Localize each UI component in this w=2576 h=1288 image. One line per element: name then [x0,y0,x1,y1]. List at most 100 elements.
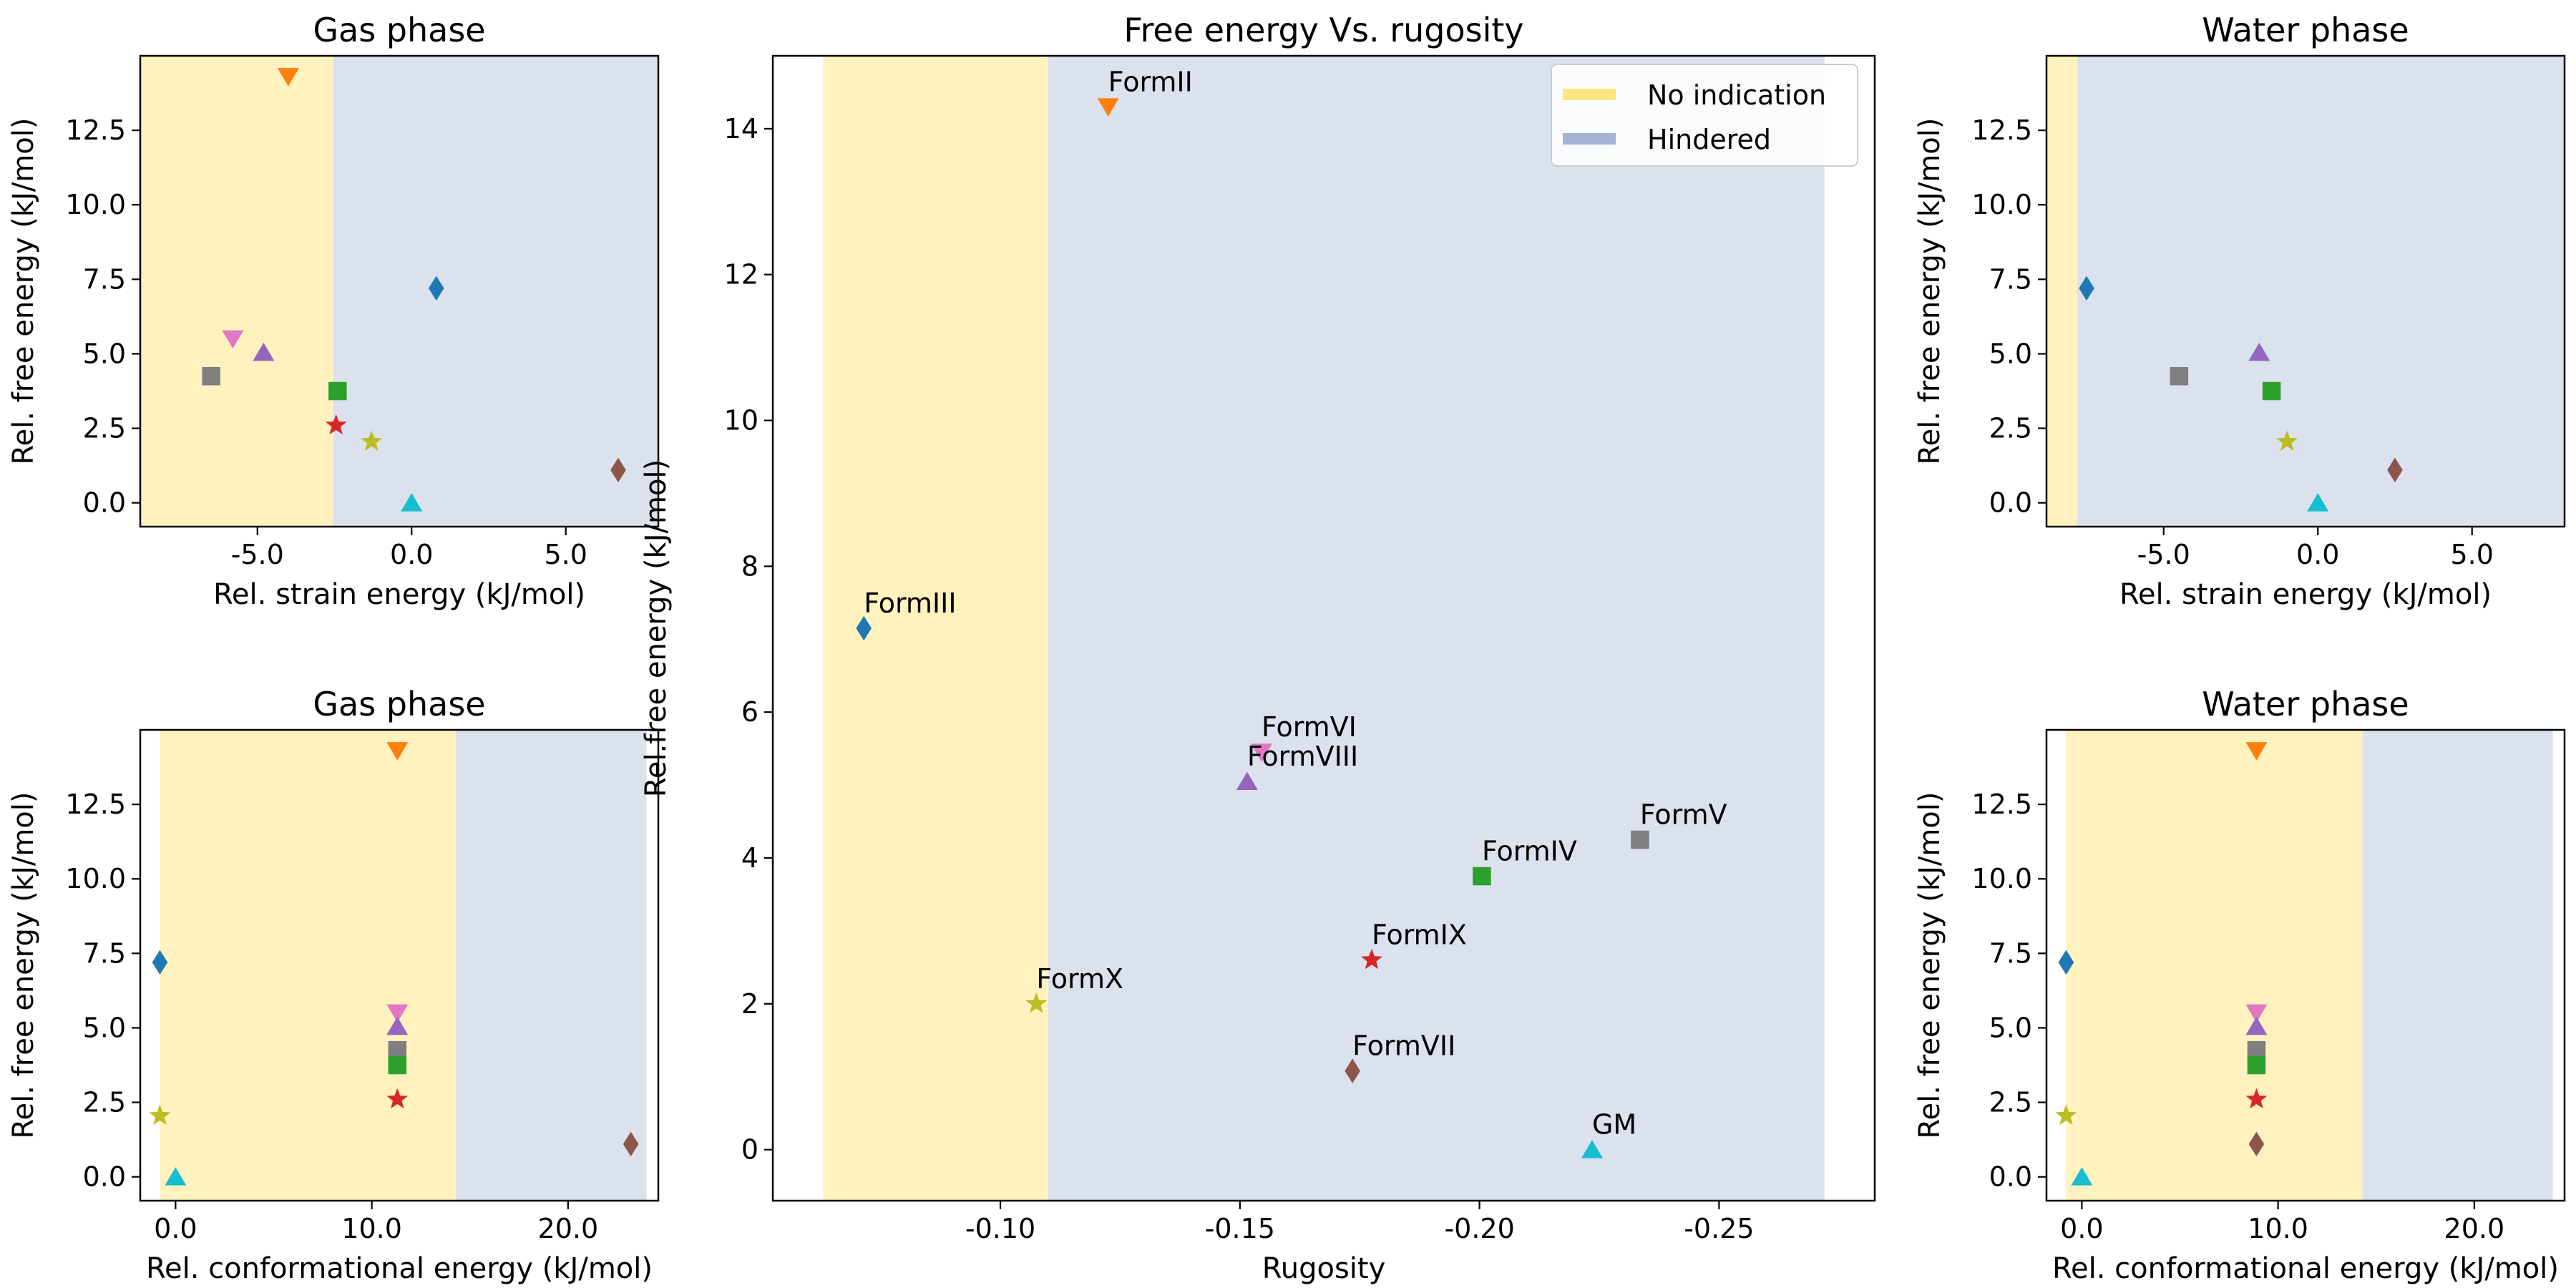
data-points [2055,742,2268,1186]
y-tick-label: 8 [741,550,758,582]
region-no-indication [2046,56,2078,527]
x-tick-label: 10.0 [2248,1213,2308,1244]
marker-square [1473,867,1491,886]
point-label: FormII [1108,66,1193,97]
marker-diamond [2079,275,2094,301]
y-tick-label: 2 [741,988,758,1020]
legend-label-hindered: Hindered [1647,124,1771,155]
x-axis-label: Rel. conformational energy (kJ/mol) [146,1252,653,1285]
y-tick-label: 5.0 [83,338,126,369]
marker-triangle-up [165,1167,187,1186]
panel-title: Gas phase [313,11,485,49]
data-points [2079,275,2403,512]
y-tick-label: 10.0 [65,189,126,220]
background-regions [160,730,647,1201]
marker-diamond [2387,457,2403,483]
y-tick-label: 7.5 [83,937,126,969]
x-tick-label: -0.15 [1205,1213,1275,1244]
y-axis-label: Rel. free energy (kJ/mol) [1913,117,1946,464]
region-hindered [1048,56,1825,1201]
marker-diamond [610,457,626,483]
marker-star [1025,992,1048,1013]
marker-diamond [1345,1058,1360,1083]
y-tick-label: 2.5 [83,1087,126,1118]
marker-diamond [2058,950,2074,975]
panel-gas-strain: -5.0 0.0 5.0 0.0 2.5 5.0 7.5 10.0 12.5 Gas phase… [7,11,660,611]
x-tick-label: 20.0 [2444,1213,2505,1244]
marker-star [386,1088,409,1109]
marker-diamond [428,275,444,301]
background-regions [823,56,1825,1201]
point-label: FormVII [1352,1030,1455,1062]
y-tick-label: 2.5 [1989,413,2032,444]
marker-square [2170,366,2189,386]
marker-star [2276,430,2298,452]
point-label: GM [1592,1109,1636,1141]
panel-water-conformational: 0.0 10.0 20.0 0.0 2.5 5.0 7.5 10.0 12.5 Water ph… [1913,685,2566,1285]
x-axis-label: Rugosity [1262,1252,1386,1285]
data-points [202,68,626,512]
y-tick-label: 5.0 [1989,1012,2032,1043]
y-tick-label: 10.0 [1971,863,2032,894]
x-tick-label: -5.0 [2137,539,2190,570]
region-hindered [456,730,647,1201]
marker-diamond [856,615,872,641]
marker-square [2262,381,2281,401]
axes-frame [2045,54,2566,528]
x-tick-label: 5.0 [544,539,587,570]
y-tick-label: 0.0 [1989,1161,2032,1193]
y-tick-label: 2.5 [1989,1087,2032,1118]
y-tick-label: 12.5 [65,789,126,820]
x-tick-label: 0.0 [154,1213,197,1244]
point-label: FormIV [1482,835,1577,867]
marker-square [1631,830,1649,849]
point-label: FormVI [1262,711,1357,743]
panel-title: Water phase [2202,11,2409,49]
y-tick-label: 0.0 [1989,487,2032,519]
marker-triangle-up [2307,493,2329,512]
y-tick-label: 5.0 [83,1012,126,1043]
x-tick-label: 0.0 [2296,539,2339,570]
y-tick-label: 0 [741,1134,758,1166]
marker-triangle-up [253,342,275,361]
x-tick-label: 5.0 [2450,539,2493,570]
marker-star [325,414,347,435]
y-tick-label: 12 [724,259,758,291]
y-tick-label: 0.0 [83,1161,126,1193]
y-tick-label: 12.5 [65,114,126,146]
x-tick-label: 20.0 [538,1213,599,1244]
y-tick-label: 4 [741,842,758,874]
y-axis-label: Rel.free energy (kJ/mol) [640,459,673,797]
marker-square [2247,1055,2266,1075]
marker-diamond [623,1131,639,1157]
y-tick-label: 6 [741,696,758,728]
y-tick-label: 7.5 [1989,937,2032,969]
tick-marks: -5.0 0.0 5.0 0.0 2.5 5.0 7.5 10.0 12.5 [1971,114,2494,570]
marker-triangle-down [386,742,409,761]
axes-frame [139,54,660,528]
tick-marks: -5.0 0.0 5.0 0.0 2.5 5.0 7.5 10.0 12.5 [65,114,587,570]
x-tick-label: -0.20 [1444,1213,1514,1244]
point-label: FormIX [1372,919,1467,951]
marker-triangle-down [2245,742,2268,761]
y-tick-label: 14 [724,113,758,145]
x-axis-label: Rel. strain energy (kJ/mol) [2119,578,2492,611]
marker-square [202,366,220,386]
y-tick-label: 2.5 [83,413,126,444]
marker-star [1361,948,1382,970]
marker-triangle-up [401,493,423,512]
panel-water-strain: -5.0 0.0 5.0 0.0 2.5 5.0 7.5 10.0 12.5 Water pha… [1913,11,2566,611]
y-tick-label: 7.5 [1989,263,2032,295]
legend-label-no-indication: No indication [1647,79,1826,111]
marker-triangle-down [1097,98,1119,117]
x-tick-label: 0.0 [390,539,433,570]
region-hindered [2362,730,2553,1201]
y-axis-label: Rel. free energy (kJ/mol) [7,117,40,464]
y-tick-label: 0.0 [83,487,126,519]
data-points [149,742,639,1186]
x-axis-label: Rel. conformational energy (kJ/mol) [2052,1252,2559,1285]
marker-triangle-down [277,68,299,87]
background-regions [140,56,658,527]
y-tick-label: 7.5 [83,263,126,295]
